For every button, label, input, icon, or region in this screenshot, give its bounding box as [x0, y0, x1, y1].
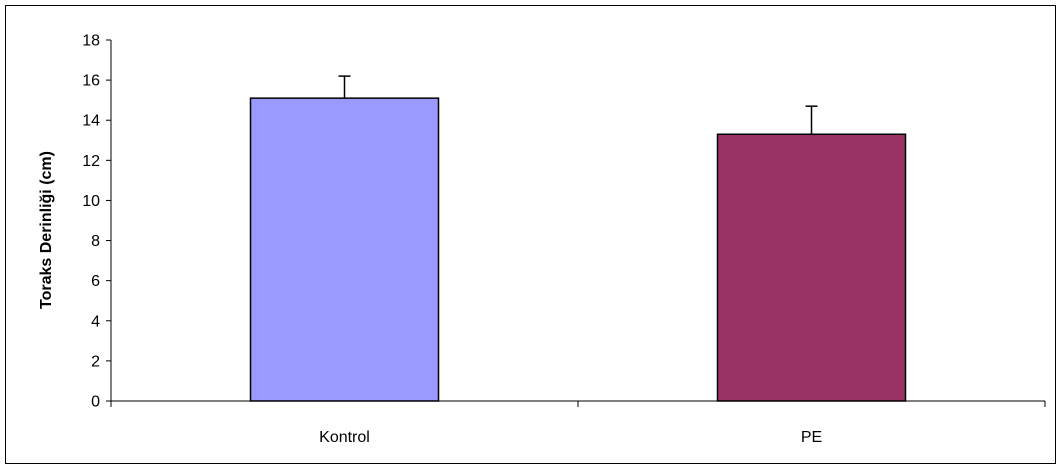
y-tick-label: 12	[82, 153, 100, 170]
bar-kontrol	[249, 97, 440, 402]
bars	[249, 97, 907, 402]
x-tick-label: Kontrol	[319, 429, 370, 446]
y-tick-label: 2	[91, 353, 100, 370]
y-tick-label: 16	[82, 73, 100, 90]
y-tick-label: 4	[91, 313, 100, 330]
y-tick-label: 10	[82, 193, 100, 210]
x-axis: Kontrol PE	[110, 400, 1046, 446]
error-bars	[338, 75, 818, 135]
y-tick-label: 0	[91, 394, 100, 411]
y-tick-label: 14	[82, 113, 100, 130]
y-tick-label: 18	[82, 33, 100, 50]
x-tick-label: PE	[801, 429, 822, 446]
y-tick-label: 6	[91, 273, 100, 290]
y-axis: 0 2 4 6 8 10 12 14 16 18	[82, 33, 112, 411]
y-tick-label: 8	[91, 233, 100, 250]
y-axis-title: Toraks Derinliği (cm)	[38, 151, 55, 309]
bar-pe	[716, 133, 907, 402]
